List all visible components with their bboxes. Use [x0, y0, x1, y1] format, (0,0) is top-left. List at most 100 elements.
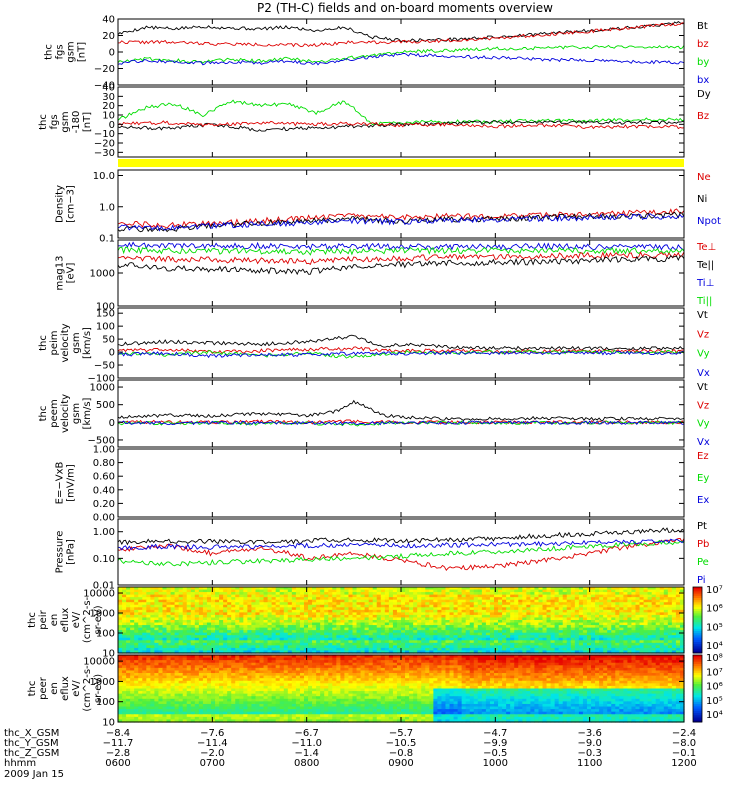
panel-5: 150 100 50 0 −50 −100 thc peim velocity gsm [km/s]…	[38, 307, 710, 385]
ephemeris-table: thc_X_GSM −8.4 −7.6 −6.7 −5.7 −4.7 −3.6 −2.4 thc…	[4, 728, 697, 769]
legend-ni: Ni	[697, 194, 707, 205]
y-axis-label-line: sr-eV)	[93, 605, 104, 634]
legend-bz: bz	[697, 39, 709, 50]
ephemeris-value: −4.7	[483, 728, 507, 739]
y-tick-label: 20	[102, 101, 115, 112]
y-axis-label-line: eflux	[60, 676, 71, 701]
y-axis-label: thc peem velocity gsm [km/s]	[38, 394, 93, 433]
ephemeris-value: −6.7	[295, 728, 319, 739]
y-axis-label-line: thc	[38, 335, 49, 351]
colorbar-label: 10⁴	[706, 641, 723, 652]
y-tick-label: −20	[94, 64, 115, 75]
ephemeris-value: 0800	[294, 758, 319, 769]
y-axis-label-line: fgs	[55, 44, 66, 59]
spectrogram	[118, 587, 685, 654]
y-tick-label: −500	[88, 435, 115, 446]
legend-dy: Dy	[697, 89, 711, 100]
y-axis-label: mag13 [eV]	[55, 256, 77, 291]
series-pb	[117, 538, 685, 571]
legend-bz: Bz	[697, 111, 709, 122]
ephemeris-row-label: hhmm	[4, 758, 36, 769]
y-axis-label-line: sr-eV)	[93, 674, 104, 703]
panel-frame	[117, 379, 685, 448]
panel-10: 10⁸ 10⁷ 10⁶ 10⁵ 10⁴ 10000 1000 100 10 thc peer en ef…	[27, 653, 723, 729]
ephemeris-value: −2.0	[200, 748, 224, 759]
y-axis-label: thc fgs gsm -180 [nT]	[38, 111, 93, 134]
y-axis-label-line: mag13	[55, 256, 66, 291]
y-tick-label: 1000	[90, 677, 115, 688]
y-axis-label-line: thc	[38, 406, 49, 422]
y-axis-label: E=−VxB [mV/m]	[55, 462, 77, 505]
y-tick-label: 100	[96, 697, 115, 708]
y-tick-label: −40	[94, 81, 115, 92]
colorbar: 10⁷ 10⁶ 10⁵ 10⁴	[692, 585, 723, 654]
legend-ne: Ne	[697, 172, 711, 183]
y-tick-label: 1.00	[93, 445, 115, 456]
colorbar-label: 10⁸	[706, 653, 723, 664]
legend-pt: Pt	[697, 521, 707, 532]
y-tick-label: 0	[109, 348, 115, 359]
ephemeris-value: 1000	[483, 758, 508, 769]
legend-pe: Pe	[697, 557, 709, 568]
y-axis-label-line: [mV/m]	[66, 464, 77, 502]
legend-vy: Vy	[697, 349, 710, 360]
y-tick-label: −10	[94, 129, 115, 140]
ephemeris-row-label: thc_Y_GSM	[4, 738, 59, 749]
y-axis-label-line: peem	[49, 399, 60, 427]
ephemeris-value: 0900	[388, 758, 413, 769]
y-tick-label: 0	[109, 48, 115, 59]
panel-7: 1.00 0.80 0.60 0.40 0.20 0.00 E=−VxB [mV/m] Ez Ey…	[55, 445, 710, 524]
y-axis-label-line: (cm^2-s-	[82, 596, 93, 643]
spectrogram	[118, 655, 685, 723]
series-te	[117, 251, 685, 265]
legend-npot: Npot	[697, 216, 721, 227]
y-tick-label: −30	[94, 148, 115, 159]
ephemeris-value: −2.8	[106, 748, 130, 759]
series-by	[117, 44, 685, 64]
y-axis-label-line: eflux	[60, 608, 71, 633]
y-axis-label-line: gsm	[66, 41, 77, 62]
y-axis-label-line: en	[49, 614, 60, 627]
y-axis-label-line: Pressure	[55, 531, 66, 574]
legend-vy: Vy	[697, 419, 710, 430]
series-vy	[117, 349, 685, 359]
y-tick-label: 0.00	[93, 513, 115, 524]
y-axis-label-line: [eV]	[66, 263, 77, 284]
y-axis-label-line: Density	[55, 185, 66, 223]
series-te	[117, 255, 685, 276]
y-tick-label: 1000	[90, 609, 115, 620]
ephemeris-value: −8.0	[672, 738, 696, 749]
y-tick-label: 1000	[90, 383, 115, 394]
ephemeris-value: −2.4	[672, 728, 696, 739]
series-pt	[117, 527, 685, 546]
ephemeris-value: −11.4	[197, 738, 228, 749]
panel-4: 1000 100 mag13 [eV] Te⊥ Te|| Ti⊥ Ti||	[55, 239, 716, 313]
ephemeris-value: −11.7	[103, 738, 134, 749]
y-tick-label: −100	[88, 374, 115, 385]
y-axis-label: Density [cm−3]	[55, 185, 77, 223]
legend-ez: Ez	[697, 451, 709, 462]
panel-frame	[117, 448, 685, 518]
legend-ex: Ex	[697, 495, 709, 506]
mode-bar	[118, 159, 684, 167]
ephemeris-row-label: thc_Z_GSM	[4, 748, 59, 759]
y-tick-label: −20	[94, 139, 115, 150]
legend-ey: Ey	[697, 473, 709, 484]
ephemeris-value: −9.9	[483, 738, 507, 749]
y-tick-label: 100	[96, 302, 115, 313]
y-tick-label: 10	[102, 649, 115, 660]
legend-ti: Ti||	[696, 296, 712, 307]
y-tick-label: 20	[102, 31, 115, 42]
y-axis-label-line: peer	[38, 676, 49, 700]
y-axis-label: thc peim velocity gsm [km/s]	[38, 323, 93, 362]
y-axis-label-line: fgs	[49, 114, 60, 129]
series-bz	[117, 22, 685, 48]
legend-te: Te||	[696, 260, 714, 271]
y-tick-label: 0.60	[93, 472, 115, 483]
legend-by: by	[697, 57, 709, 68]
y-axis-label-line: velocity	[60, 394, 71, 433]
legend-vx: Vx	[697, 437, 710, 448]
panel-3: 10.0 1.0 0.1 Density [cm−3] Ne Ni Npot	[55, 169, 721, 245]
